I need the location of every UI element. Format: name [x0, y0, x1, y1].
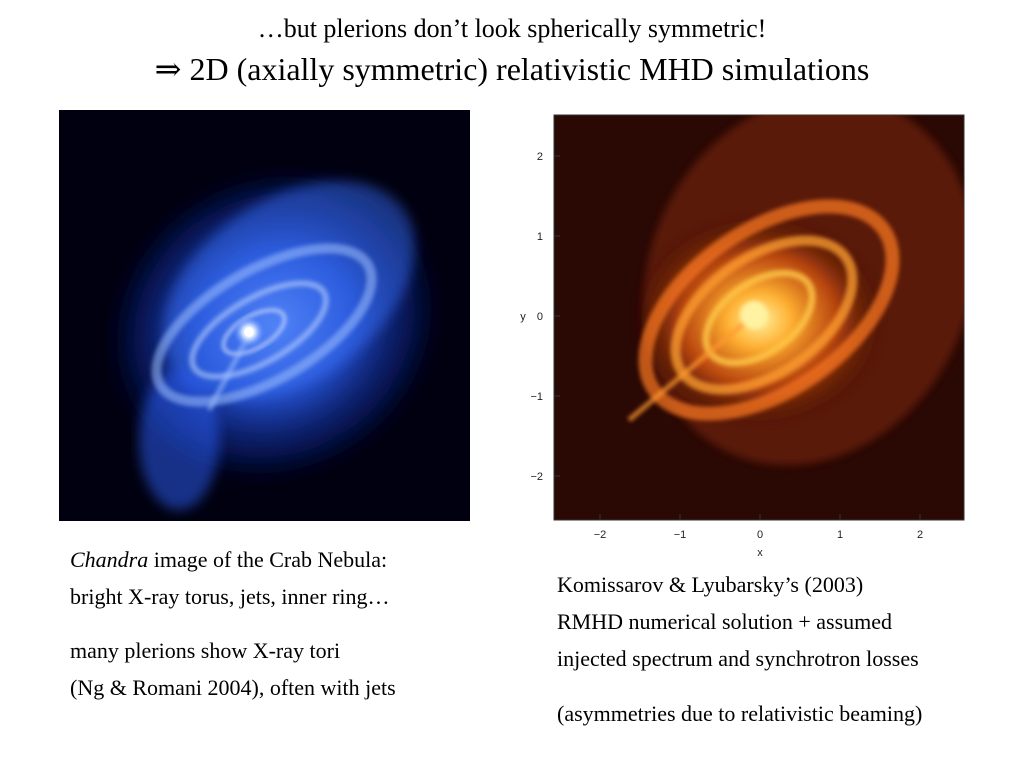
x-tick-label: 1 [837, 529, 843, 541]
simulation-caption: Komissarov & Lyubarsky’s (2003) RMHD num… [557, 566, 919, 677]
slide-title-line2: ⇒ 2D (axially symmetric) relativistic MH… [0, 50, 1024, 88]
y-tick-label: 0 [537, 311, 543, 323]
plerion-tori-caption: many plerions show X-ray tori (Ng & Roma… [70, 632, 396, 706]
x-axis-label: x [757, 547, 763, 559]
y-axis-label: y [520, 311, 526, 323]
x-tick-label: −2 [594, 529, 607, 541]
caption-line: (asymmetries due to relativistic beaming… [557, 701, 923, 726]
y-tick-label: −1 [530, 391, 543, 403]
y-tick-label: 1 [537, 231, 543, 243]
caption-line: Komissarov & Lyubarsky’s (2003) [557, 572, 864, 597]
caption-line: (Ng & Romani 2004), often with jets [70, 675, 396, 700]
caption-line: many plerions show X-ray tori [70, 638, 341, 663]
x-tick-label: 0 [757, 529, 763, 541]
x-axis: −2 −1 0 1 2 x [594, 529, 923, 559]
caption-line: bright X-ray torus, jets, inner ring… [70, 584, 390, 609]
simulation-plot: −2 −1 0 1 2 x 2 1 0 −1 −2 y [520, 114, 965, 559]
x-tick-label: 2 [917, 529, 923, 541]
implies-arrow: ⇒ [154, 51, 182, 87]
caption-line: Chandra image of the Crab Nebula: [70, 547, 388, 572]
y-tick-label: 2 [537, 151, 543, 163]
chandra-italic: Chandra [70, 547, 149, 572]
x-tick-label: −1 [674, 529, 687, 541]
rmhd-simulation-image: −2 −1 0 1 2 x 2 1 0 −1 −2 y [509, 110, 979, 565]
y-tick-label: −2 [530, 471, 543, 483]
caption-line: RMHD numerical solution + assumed [557, 609, 893, 634]
caption-line: injected spectrum and synchrotron losses [557, 646, 919, 671]
slide-title-line2-text: 2D (axially symmetric) relativistic MHD … [189, 51, 870, 87]
chandra-crab-image [59, 110, 470, 521]
y-axis: 2 1 0 −1 −2 y [520, 151, 543, 483]
crab-caption: Chandra image of the Crab Nebula: bright… [70, 541, 390, 615]
slide-title-line1: …but plerions don’t look spherically sym… [257, 14, 767, 43]
beaming-caption: (asymmetries due to relativistic beaming… [557, 695, 922, 732]
crab-nebula-picture [59, 110, 470, 521]
